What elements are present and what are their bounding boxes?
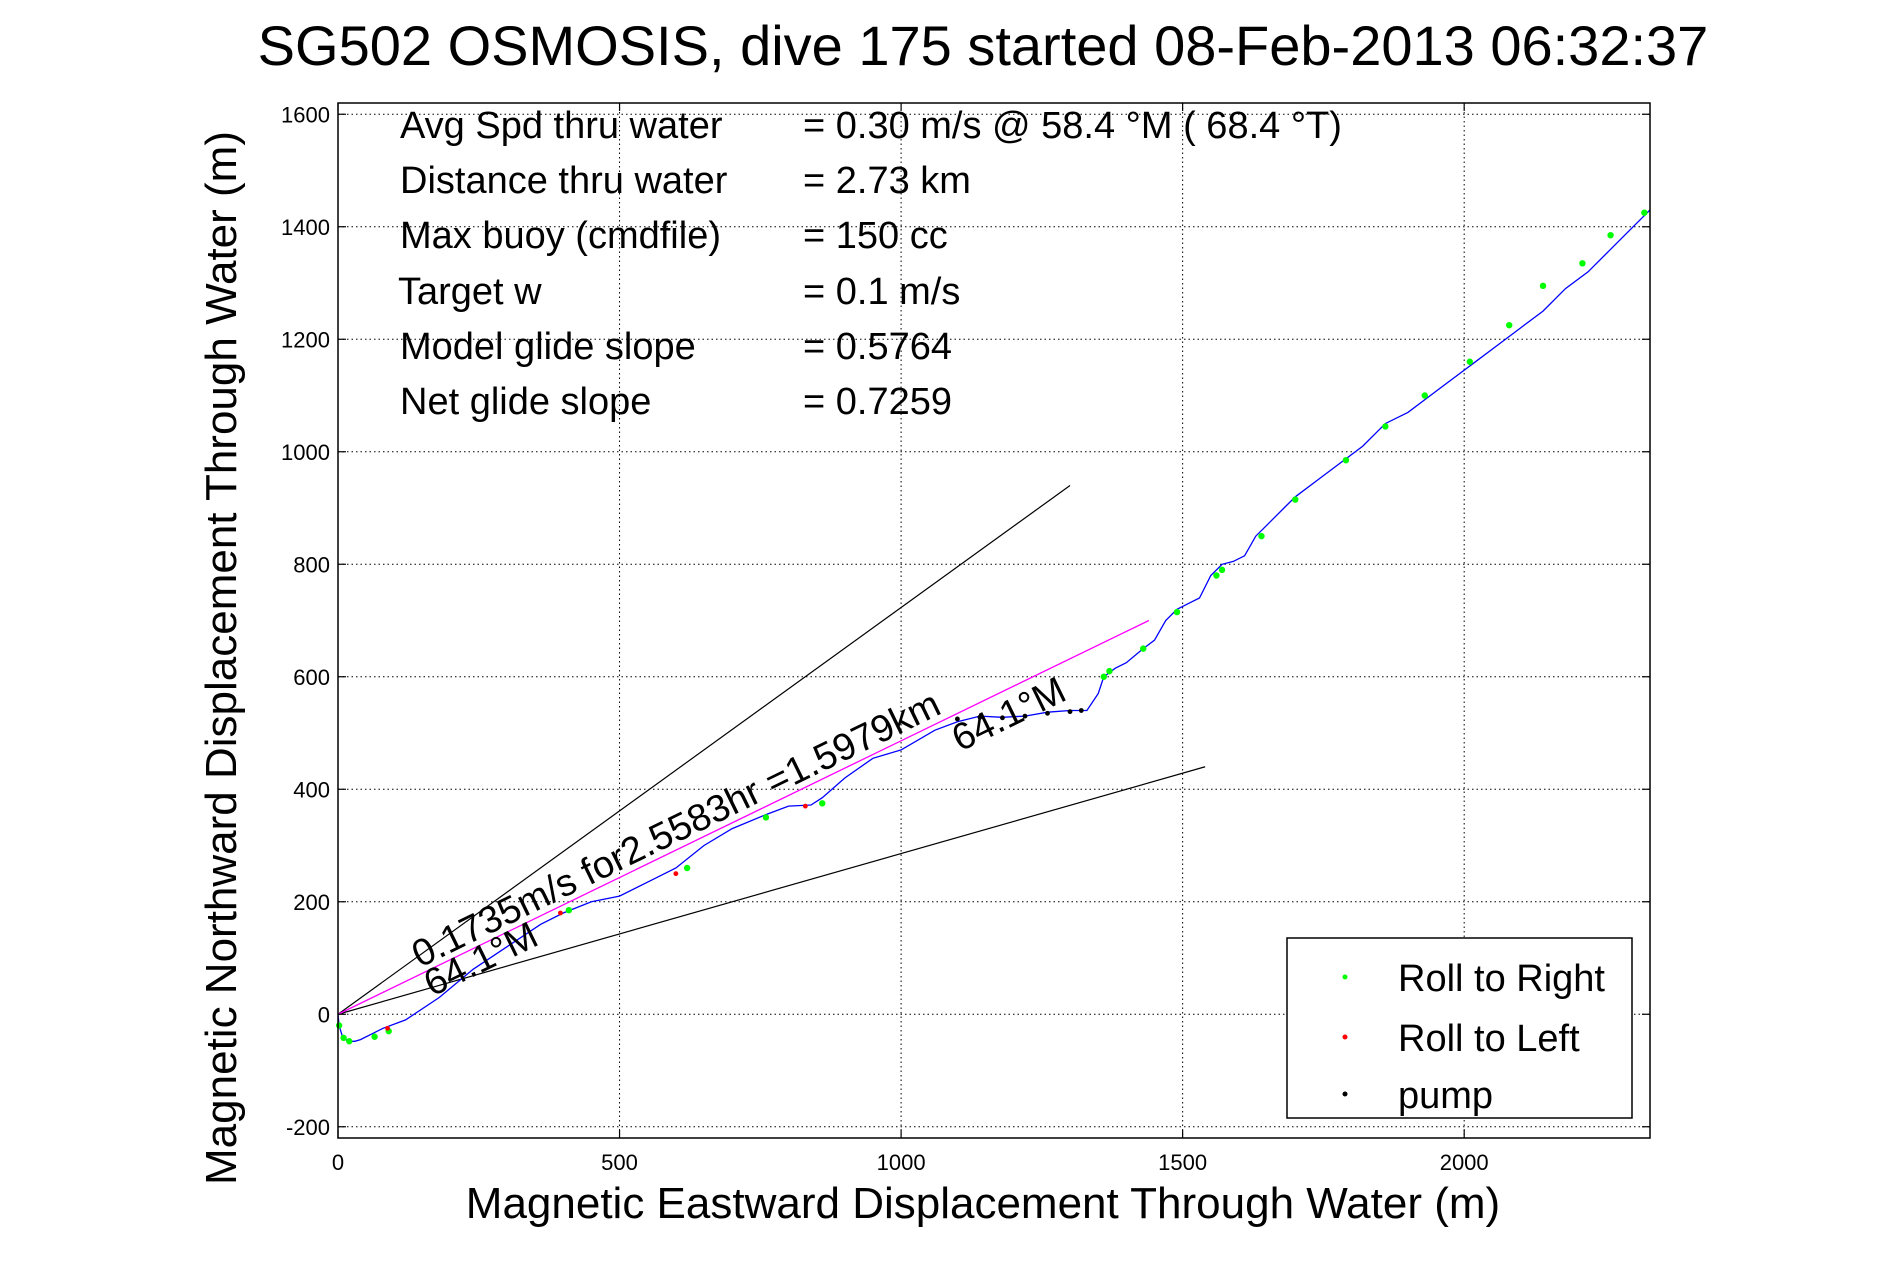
legend: Roll to Right Roll to Left pump (1286, 937, 1633, 1119)
pump-marker (1000, 715, 1005, 721)
legend-label-roll-left: Roll to Left (1398, 1018, 1580, 1060)
y-axis-label: Magnetic Northward Displacement Through … (197, 131, 246, 1185)
y-tick-label: 400 (293, 777, 330, 802)
y-tick-label: 1000 (281, 440, 330, 465)
pump-marker (1045, 710, 1050, 716)
roll-right-marker (819, 800, 826, 807)
info-row-label-model-glide: Model glide slope (400, 326, 696, 368)
roll-right-marker (1106, 667, 1113, 675)
roll-right-marker (1641, 209, 1648, 216)
roll-right-marker (1218, 566, 1226, 574)
roll-right-marker (371, 1033, 378, 1040)
roll-right-marker (1342, 456, 1350, 464)
roll-right-marker (565, 906, 573, 914)
roll-left-marker (673, 871, 679, 877)
info-row-value-avg-speed: = 0.30 m/s @ 58.4 °M ( 68.4 °T) (803, 105, 1342, 147)
plot-area-frame (337, 102, 1651, 1139)
y-tick-label: 200 (293, 890, 330, 915)
info-row-value-max-buoy: = 150 cc (803, 215, 948, 257)
roll-right-marker (1292, 496, 1299, 503)
roll-right-marker (1100, 673, 1108, 680)
x-axis-label: Magnetic Eastward Displacement Through W… (466, 1179, 1500, 1228)
legend-label-pump: pump (1398, 1075, 1493, 1117)
roll-right-marker (346, 1038, 353, 1045)
x-tick-label: 1500 (1158, 1150, 1207, 1175)
roll-right-marker (1607, 231, 1614, 239)
roll-right-marker (335, 1022, 343, 1029)
roll-right-marker (1258, 532, 1265, 540)
legend-marker-roll-right (1342, 974, 1348, 980)
roll-right-marker (1579, 260, 1586, 267)
roll-right-marker (1506, 321, 1513, 329)
x-tick-label: 500 (601, 1150, 638, 1175)
legend-marker-roll-left (1342, 1034, 1348, 1040)
roll-left-marker (802, 803, 808, 809)
roll-right-marker (762, 814, 770, 821)
legend-box (1286, 937, 1633, 1119)
info-row-label-avg-speed: Avg Spd thru water (400, 105, 723, 147)
pump-marker (954, 716, 960, 722)
x-tick-label: 2000 (1440, 1150, 1489, 1175)
chart-title: SG502 OSMOSIS, dive 175 started 08-Feb-2… (258, 14, 1709, 77)
x-tick-label: 1000 (877, 1150, 926, 1175)
roll-right-marker (1382, 423, 1389, 430)
pump-marker (1067, 709, 1073, 715)
info-annotations: Avg Spd thru water = 0.30 m/s @ 58.4 °M … (398, 105, 1342, 423)
roll-left-marker (385, 1025, 390, 1031)
info-row-label-max-buoy: Max buoy (cmdfile) (400, 215, 721, 257)
roll-right-marker (1539, 282, 1547, 290)
y-tick-label: 1200 (281, 327, 330, 352)
y-tick-label: 1600 (281, 102, 330, 127)
legend-label-roll-right: Roll to Right (1398, 958, 1605, 1000)
glider-track-line (337, 209, 1651, 1042)
x-tick-label: 0 (332, 1150, 344, 1175)
envelope-lower-line (337, 766, 1206, 1015)
y-tick-label: -200 (286, 1115, 330, 1140)
info-row-value-model-glide: = 0.5764 (803, 326, 952, 368)
roll-right-marker (1421, 392, 1428, 399)
roll-right-marker (340, 1034, 347, 1042)
roll-right-marker (1213, 572, 1220, 579)
info-row-label-net-glide: Net glide slope (400, 381, 651, 423)
tick-labels: 0 500 1000 1500 2000-20002004006008001000120… (281, 102, 1650, 1175)
info-row-value-target-w: = 0.1 m/s (803, 271, 960, 313)
roll-right-marker (683, 864, 691, 872)
current-vector-label: 0.1735m/s for2.5583hr =1.5979km (406, 683, 948, 976)
info-row-label-target-w: Target w (398, 271, 542, 313)
pump-marker (1022, 713, 1028, 719)
pump-marker (977, 714, 983, 720)
upper-heading-label: 64.1°M (946, 669, 1073, 760)
y-tick-label: 800 (293, 552, 330, 577)
current-vector-line (337, 619, 1150, 1015)
roll-left-marker (558, 910, 563, 916)
roll-right-marker (1466, 358, 1474, 365)
series-layer (335, 209, 1651, 1045)
pump-marker (1078, 708, 1084, 713)
info-row-value-distance: = 2.73 km (803, 160, 971, 202)
legend-marker-pump (1342, 1091, 1348, 1097)
info-row-value-net-glide: = 0.7259 (803, 381, 952, 423)
y-tick-label: 1400 (281, 215, 330, 240)
roll-right-marker (1173, 608, 1181, 616)
info-row-label-distance: Distance thru water (400, 160, 728, 202)
envelope-upper-line (337, 485, 1071, 1015)
y-tick-label: 600 (293, 665, 330, 690)
roll-right-marker (1140, 645, 1147, 652)
y-tick-label: 0 (318, 1002, 330, 1027)
